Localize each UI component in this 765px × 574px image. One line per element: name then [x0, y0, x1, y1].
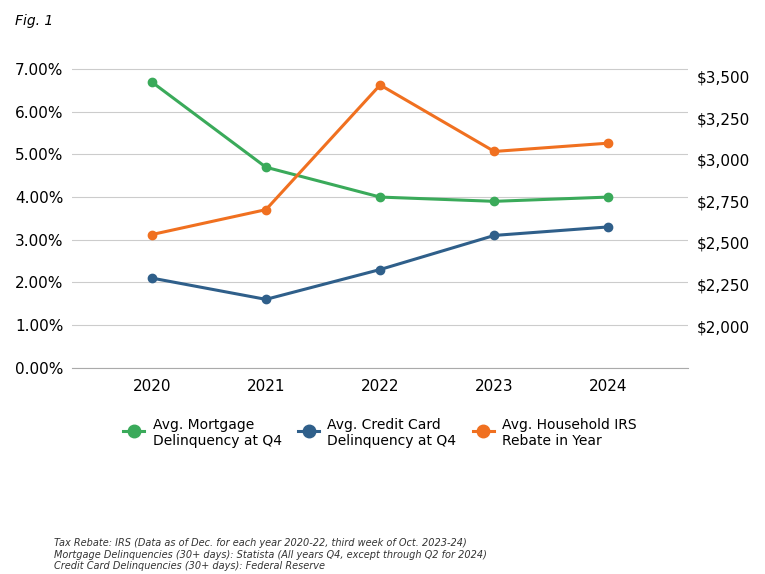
- Text: Tax Rebate: IRS (Data as of Dec. for each year 2020-22, third week of Oct. 2023-: Tax Rebate: IRS (Data as of Dec. for eac…: [54, 538, 487, 571]
- Text: Fig. 1: Fig. 1: [15, 14, 54, 28]
- Legend: Avg. Mortgage
Delinquency at Q4, Avg. Credit Card
Delinquency at Q4, Avg. Househ: Avg. Mortgage Delinquency at Q4, Avg. Cr…: [118, 412, 643, 453]
